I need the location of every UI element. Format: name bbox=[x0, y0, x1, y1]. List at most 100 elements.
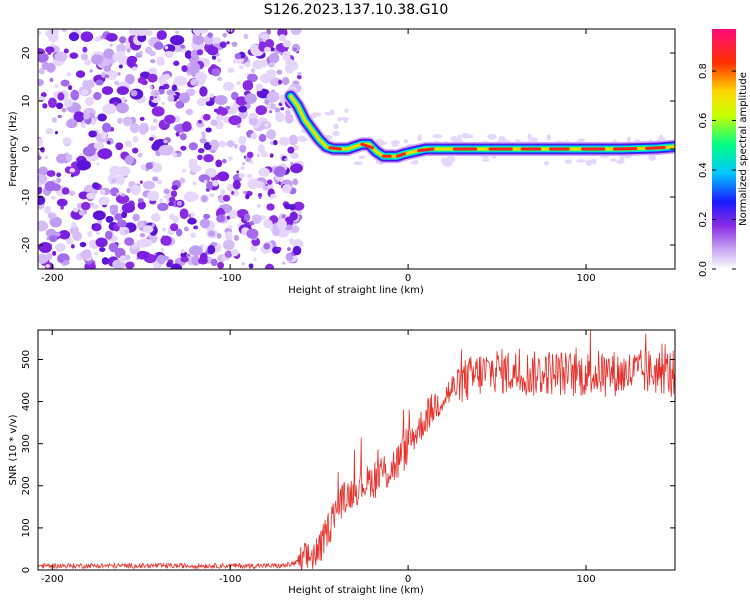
noise-blob bbox=[238, 65, 244, 70]
noise-blob bbox=[154, 92, 158, 96]
noise-blob bbox=[56, 178, 61, 183]
noise-blob bbox=[137, 200, 146, 210]
heatmap-noise-blobs bbox=[38, 29, 672, 269]
noise-blob bbox=[187, 217, 197, 225]
snr-series-line bbox=[38, 330, 675, 570]
noise-blob bbox=[92, 204, 99, 210]
noise-blob bbox=[156, 56, 165, 67]
noise-blob bbox=[149, 85, 153, 90]
noise-blob bbox=[65, 153, 73, 162]
noise-blob bbox=[265, 104, 271, 109]
noise-blob bbox=[167, 94, 175, 102]
noise-blob bbox=[104, 74, 110, 79]
noise-blob bbox=[188, 245, 203, 257]
noise-blob bbox=[247, 73, 258, 83]
noise-blob bbox=[211, 68, 221, 77]
noise-blob bbox=[109, 43, 113, 47]
noise-blob bbox=[68, 32, 80, 42]
noise-blob bbox=[72, 231, 83, 241]
noise-blob bbox=[140, 164, 148, 171]
noise-blob bbox=[130, 184, 141, 196]
noise-blob bbox=[109, 165, 122, 176]
noise-blob bbox=[51, 117, 57, 123]
noise-blob bbox=[284, 113, 294, 124]
noise-blob bbox=[95, 237, 108, 248]
noise-blob bbox=[102, 103, 117, 115]
noise-blob bbox=[192, 181, 197, 186]
ridge-peak bbox=[645, 145, 666, 150]
noise-blob bbox=[214, 95, 228, 106]
noise-blob bbox=[188, 158, 198, 166]
noise-blob bbox=[265, 69, 277, 80]
noise-blob bbox=[136, 239, 148, 248]
noise-blob bbox=[61, 107, 67, 113]
noise-blob bbox=[169, 34, 185, 46]
noise-blob bbox=[152, 176, 159, 182]
noise-blob bbox=[49, 235, 58, 243]
colorbar-tick-label: 0.6 bbox=[698, 113, 709, 129]
noise-blob bbox=[206, 181, 214, 190]
noise-blob bbox=[216, 214, 226, 223]
noise-blob bbox=[54, 51, 68, 62]
noise-blob bbox=[123, 229, 129, 234]
noise-blob bbox=[38, 186, 43, 195]
noise-blob bbox=[201, 195, 208, 202]
noise-blob bbox=[158, 144, 174, 156]
noise-blob bbox=[80, 53, 89, 61]
noise-blob bbox=[222, 194, 231, 202]
noise-blob bbox=[38, 152, 41, 156]
noise-blob bbox=[228, 225, 233, 229]
noise-blob bbox=[184, 50, 193, 59]
noise-blob bbox=[297, 135, 306, 141]
noise-blob bbox=[226, 140, 235, 148]
noise-blob bbox=[239, 144, 247, 153]
noise-blob bbox=[176, 200, 183, 206]
noise-blob bbox=[132, 135, 139, 143]
noise-blob bbox=[66, 72, 72, 77]
noise-blob bbox=[290, 152, 299, 159]
x-tick-label: 100 bbox=[576, 574, 595, 585]
noise-blob bbox=[90, 54, 104, 65]
y-tick-label: 20 bbox=[21, 47, 32, 60]
noise-blob bbox=[147, 190, 160, 202]
noise-blob bbox=[257, 144, 265, 153]
noise-blob bbox=[266, 179, 273, 185]
noise-blob bbox=[78, 209, 85, 216]
snr-x-axis-label: Height of straight line (km) bbox=[288, 585, 424, 596]
noise-blob bbox=[47, 212, 57, 219]
noise-blob bbox=[38, 137, 44, 145]
noise-blob bbox=[160, 101, 166, 105]
noise-blob bbox=[82, 80, 89, 88]
noise-blob bbox=[333, 123, 339, 130]
noise-blob bbox=[310, 112, 318, 119]
noise-blob bbox=[293, 201, 305, 211]
noise-blob bbox=[324, 111, 334, 116]
noise-blob bbox=[246, 151, 254, 159]
noise-blob bbox=[236, 123, 241, 128]
noise-blob bbox=[55, 102, 64, 110]
noise-blob bbox=[71, 221, 77, 228]
noise-blob bbox=[132, 213, 140, 222]
y-tick-label: 400 bbox=[21, 392, 32, 411]
noise-blob bbox=[84, 96, 95, 106]
noise-blob bbox=[70, 244, 75, 249]
y-tick-label: 300 bbox=[21, 434, 32, 453]
noise-blob bbox=[93, 116, 98, 121]
noise-blob bbox=[80, 123, 87, 128]
noise-blob bbox=[515, 139, 521, 143]
noise-blob bbox=[41, 61, 49, 70]
noise-blob bbox=[108, 242, 119, 253]
noise-blob bbox=[228, 156, 233, 161]
noise-blob bbox=[73, 111, 85, 123]
noise-blob bbox=[185, 66, 198, 75]
noise-blob bbox=[207, 32, 214, 38]
noise-blob bbox=[259, 38, 264, 43]
noise-blob bbox=[403, 138, 408, 144]
noise-blob bbox=[289, 204, 296, 211]
noise-blob bbox=[251, 71, 256, 75]
noise-blob bbox=[177, 152, 182, 156]
noise-blob bbox=[153, 118, 157, 124]
noise-blob bbox=[260, 150, 268, 158]
noise-blob bbox=[46, 170, 56, 177]
noise-blob bbox=[171, 185, 179, 191]
